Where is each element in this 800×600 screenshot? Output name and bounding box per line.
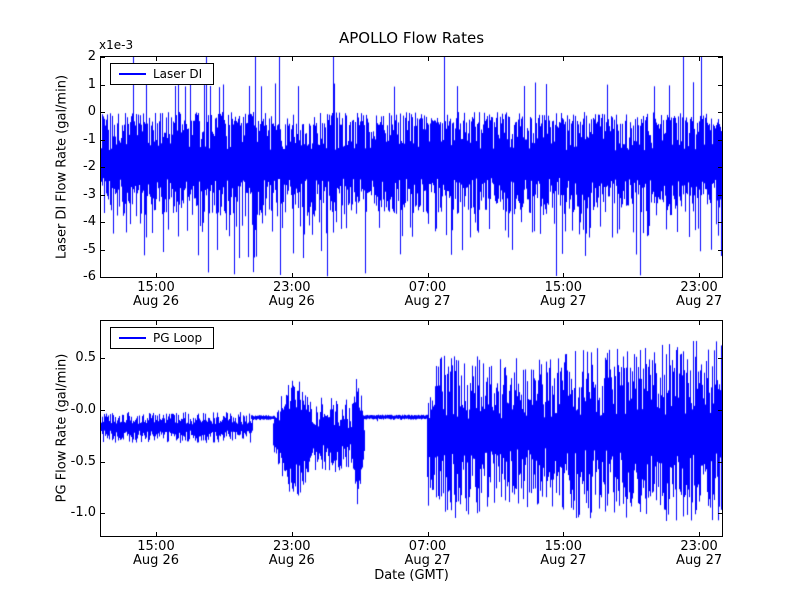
y-tick-label: -2: [83, 159, 96, 174]
x-tick-time-label: 15:00: [137, 539, 175, 554]
legend-label-pg-loop: PG Loop: [153, 331, 203, 345]
x-tick-date-label: Aug 27: [404, 294, 451, 309]
x-tick-date-label: Aug 26: [268, 294, 315, 309]
x-tick-mark: [563, 57, 564, 61]
y-tick-mark: [718, 140, 722, 141]
x-tick-mark: [292, 273, 293, 277]
x-axis-label: Date (GMT): [374, 568, 449, 583]
x-tick-date-label: Aug 27: [540, 294, 587, 309]
x-tick-time-label: 15:00: [544, 539, 583, 554]
y-tick-mark: [101, 358, 105, 359]
y-tick-mark: [101, 410, 105, 411]
legend-box-pg-loop: PG Loop: [110, 327, 215, 349]
x-tick-time-label: 15:00: [544, 280, 583, 295]
x-tick-date-label: Aug 27: [676, 294, 723, 309]
x-tick-mark: [428, 532, 429, 536]
y-tick-label: -0.5: [70, 453, 96, 469]
x-tick-mark: [156, 321, 157, 325]
y-tick-mark: [718, 195, 722, 196]
y-tick-mark: [718, 85, 722, 86]
laser-di-signal-plot: [101, 57, 722, 277]
y-tick-mark: [101, 195, 105, 196]
x-tick-mark: [428, 273, 429, 277]
x-tick-mark: [699, 57, 700, 61]
y-tick-mark: [101, 277, 105, 278]
x-tick-mark: [156, 532, 157, 536]
y-tick-mark: [718, 250, 722, 251]
y-tick-label: -4: [83, 214, 96, 229]
x-tick-time-label: 07:00: [408, 539, 447, 554]
y-tick-mark: [101, 222, 105, 223]
x-tick-time-label: 23:00: [680, 280, 718, 295]
y-tick-mark: [718, 167, 722, 168]
y-tick-mark: [101, 85, 105, 86]
y-tick-mark: [101, 140, 105, 141]
top-plot-area: Laser DI: [100, 56, 723, 278]
legend-label-laser-di: Laser DI: [153, 67, 203, 81]
x-tick-mark: [156, 57, 157, 61]
x-tick-mark: [428, 57, 429, 61]
legend-line-sample-laser-di: [119, 73, 146, 75]
y-tick-mark: [718, 57, 722, 58]
bottom-y-axis-label: PG Flow Rate (gal/min): [54, 353, 70, 503]
plot-title: APOLLO Flow Rates: [338, 29, 485, 47]
x-tick-date-label: Aug 27: [676, 553, 723, 568]
x-tick-time-label: 23:00: [680, 539, 718, 554]
x-tick-date-label: Aug 27: [404, 553, 451, 568]
y-tick-mark: [718, 222, 722, 223]
x-tick-mark: [699, 273, 700, 277]
x-tick-mark: [292, 57, 293, 61]
bottom-plot-area: PG Loop: [100, 320, 723, 537]
y-tick-label: 1: [87, 76, 96, 92]
x-tick-mark: [699, 321, 700, 325]
y-tick-mark: [101, 57, 105, 58]
y-tick-mark: [101, 513, 105, 514]
y-tick-mark: [718, 513, 722, 514]
x-tick-time-label: 07:00: [408, 280, 447, 295]
x-tick-date-label: Aug 26: [268, 553, 315, 568]
legend-box-laser-di: Laser DI: [110, 63, 215, 85]
x-tick-mark: [563, 532, 564, 536]
y-tick-label: -3: [83, 186, 96, 202]
x-tick-mark: [292, 321, 293, 325]
y-tick-label: 0: [87, 104, 96, 119]
y-tick-mark: [101, 462, 105, 463]
x-tick-time-label: 23:00: [273, 280, 311, 295]
y-tick-mark: [718, 277, 722, 278]
legend-line-sample-pg-loop: [119, 337, 146, 339]
y-axis-offset-text: x1e-3: [99, 38, 134, 52]
y-tick-label: -0.0: [70, 401, 96, 417]
y-tick-label: -1.0: [70, 505, 96, 521]
y-tick-mark: [718, 410, 722, 411]
y-tick-mark: [718, 358, 722, 359]
x-tick-mark: [699, 532, 700, 536]
x-tick-mark: [563, 273, 564, 277]
x-tick-time-label: 23:00: [273, 539, 311, 554]
y-tick-label: -1: [83, 131, 96, 147]
x-tick-mark: [428, 321, 429, 325]
y-tick-label: 0.5: [75, 350, 96, 366]
y-tick-label: -6: [83, 269, 96, 284]
y-tick-mark: [101, 167, 105, 168]
y-tick-mark: [718, 462, 722, 463]
pg-loop-signal-plot: [101, 321, 722, 536]
x-tick-date-label: Aug 27: [540, 553, 587, 568]
x-tick-date-label: Aug 26: [132, 294, 180, 309]
x-tick-time-label: 15:00: [137, 280, 175, 295]
y-tick-mark: [101, 112, 105, 113]
y-tick-label: -5: [83, 241, 96, 257]
x-tick-mark: [292, 532, 293, 536]
x-tick-mark: [156, 273, 157, 277]
y-tick-mark: [101, 250, 105, 251]
x-tick-date-label: Aug 26: [132, 553, 180, 568]
x-tick-mark: [563, 321, 564, 325]
y-tick-label: 2: [87, 49, 96, 64]
y-tick-mark: [718, 112, 722, 113]
